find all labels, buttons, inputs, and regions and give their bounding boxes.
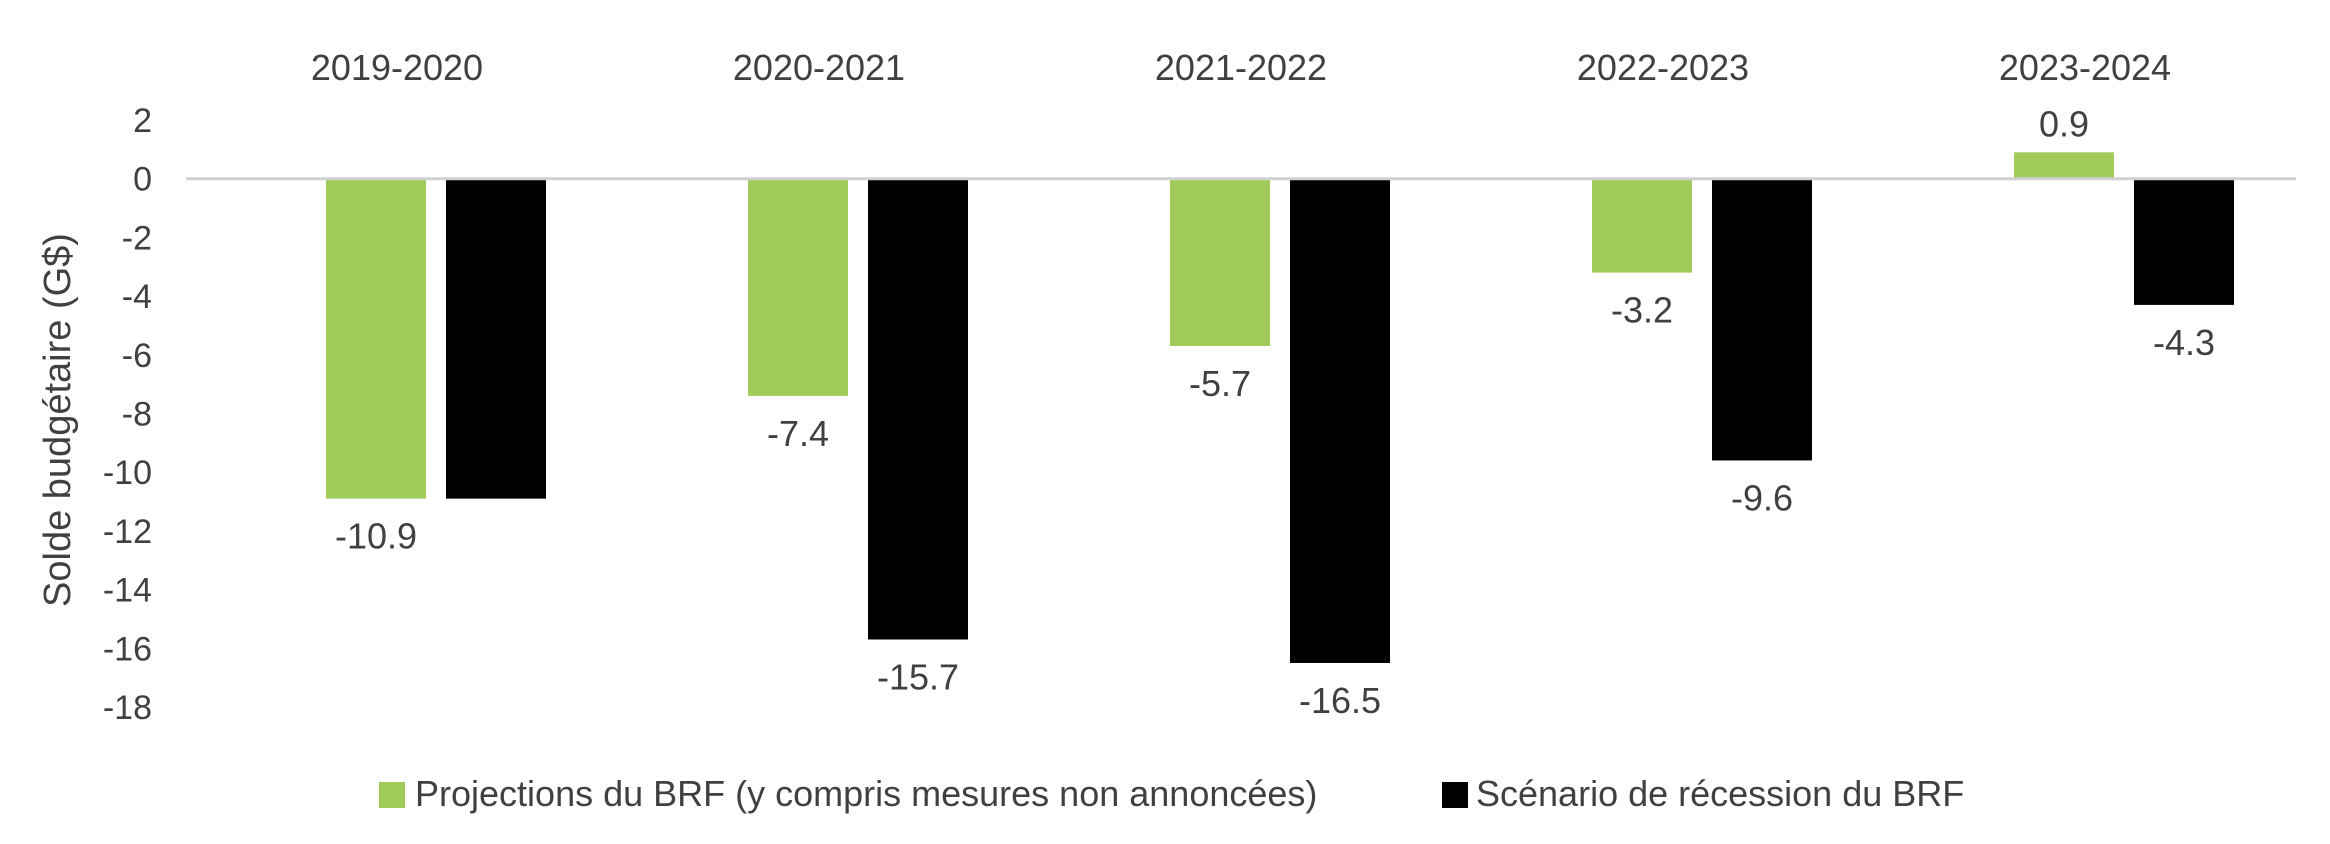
data-label: -3.2 (1611, 290, 1673, 331)
category-label: 2023-2024 (1999, 47, 2171, 88)
legend-label-recession: Scénario de récession du BRF (1476, 773, 1964, 814)
y-tick-label: -16 (103, 630, 152, 668)
legend: Projections du BRF (y compris mesures no… (379, 773, 1964, 814)
bar-projections (748, 178, 848, 396)
y-tick-label: -14 (103, 572, 152, 610)
y-axis-title: Solde budgétaire (G$) (37, 233, 79, 607)
bar-recession (2134, 178, 2234, 305)
bar-recession (446, 178, 546, 499)
category-label: 2019-2020 (311, 47, 483, 88)
bars (326, 152, 2234, 663)
y-tick-label: -6 (122, 337, 152, 375)
bar-projections (2014, 152, 2114, 179)
legend-swatch-projections (379, 782, 405, 808)
category-label: 2022-2023 (1577, 47, 1749, 88)
y-tick-label: 0 (133, 161, 152, 199)
bar-projections (1170, 178, 1270, 346)
data-labels: -10.9 -7.4 -5.7 -3.2 0.9 -15.7 -16.5 -9.6 -4.3 (335, 103, 2215, 721)
y-tick-label: -12 (103, 513, 152, 551)
bar-recession (868, 178, 968, 640)
bar-recession (1290, 178, 1390, 663)
category-label: 2020-2021 (733, 47, 905, 88)
y-tick-label: -2 (122, 219, 152, 257)
bar-recession (1712, 178, 1812, 461)
category-labels: 2019-2020 2020-2021 2021-2022 2022-2023 2023… (311, 47, 2171, 88)
y-tick-label: -4 (122, 278, 152, 316)
y-tick-label: -8 (122, 396, 152, 434)
data-label: -15.7 (877, 656, 959, 697)
y-axis-ticks: 2 0 -2 -4 -6 -8 -10 -12 -14 -16 -18 (103, 102, 152, 727)
data-label: -10.9 (335, 516, 417, 557)
data-label: -9.6 (1731, 477, 1793, 518)
y-tick-label: -18 (103, 689, 152, 727)
data-label: -5.7 (1189, 363, 1251, 404)
legend-label-projections: Projections du BRF (y compris mesures no… (415, 773, 1317, 814)
bar-projections (326, 178, 426, 499)
data-label: -16.5 (1299, 680, 1381, 721)
bar-projections (1592, 178, 1692, 273)
category-label: 2021-2022 (1155, 47, 1327, 88)
legend-swatch-recession (1442, 782, 1468, 808)
data-label: 0.9 (2039, 103, 2089, 144)
data-label: -7.4 (767, 413, 829, 454)
data-label: -4.3 (2153, 322, 2215, 363)
y-tick-label: -10 (103, 454, 152, 492)
y-tick-label: 2 (133, 102, 152, 140)
